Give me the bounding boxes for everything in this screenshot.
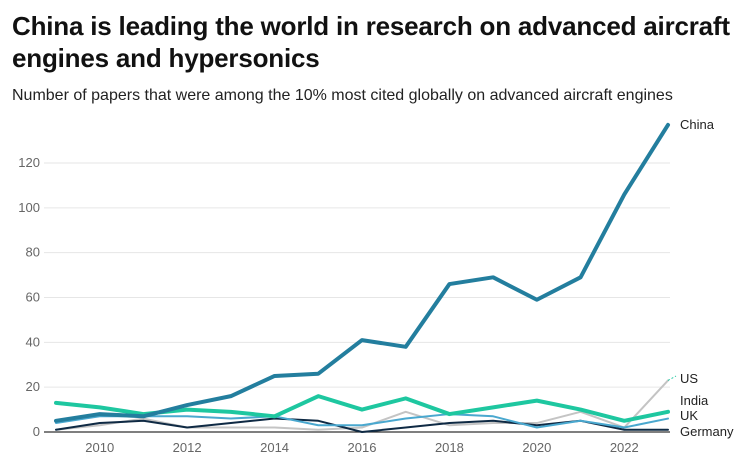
series-label-india: India [680, 393, 709, 408]
y-tick-label: 20 [26, 379, 40, 394]
grid-lines [44, 162, 670, 433]
y-tick-label: 60 [26, 290, 40, 305]
x-axis-ticks: 2010 2012 2014 2016 2018 2020 2022 [85, 440, 638, 455]
series-label-us: US [680, 371, 698, 386]
series-line-china [54, 122, 670, 423]
x-tick-label: 2014 [260, 440, 289, 455]
x-tick-label: 2016 [348, 440, 377, 455]
series-lines [54, 122, 670, 433]
chart-subtitle: Number of papers that were among the 10%… [12, 87, 673, 104]
y-tick-label: 120 [18, 155, 40, 170]
series-label-germany: Germany [680, 424, 734, 439]
chart-title: China is leading the world in research o… [12, 11, 730, 73]
x-tick-label: 2012 [173, 440, 202, 455]
x-tick-label: 2018 [435, 440, 464, 455]
series-line-us [55, 379, 669, 431]
series-label-uk: UK [680, 408, 698, 423]
series-line-uk [55, 413, 669, 429]
x-tick-label: 2022 [610, 440, 639, 455]
x-tick-label: 2010 [85, 440, 114, 455]
us-label-leader [667, 375, 677, 381]
y-tick-label: 40 [26, 334, 40, 349]
y-tick-label: 80 [26, 245, 40, 260]
x-tick-label: 2020 [522, 440, 551, 455]
y-tick-label: 100 [18, 200, 40, 215]
series-label-china: China [680, 117, 715, 132]
y-tick-label: 0 [33, 424, 40, 439]
y-axis-ticks: 0 20 40 60 80 100 120 [18, 155, 40, 439]
